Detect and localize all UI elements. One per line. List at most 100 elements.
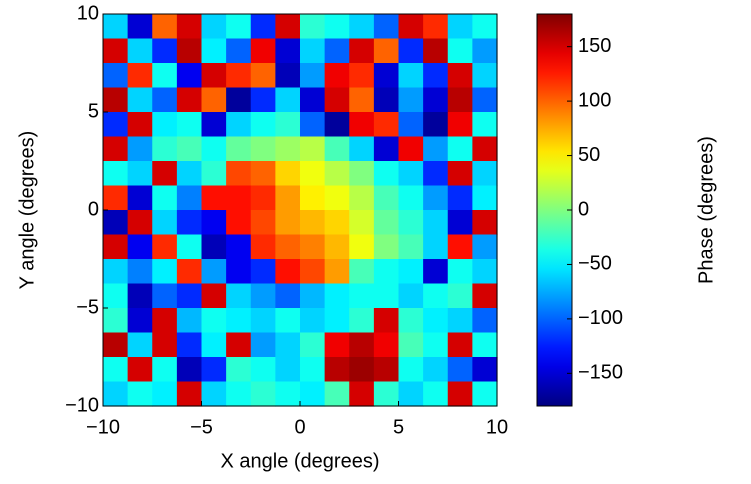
heatmap-cell xyxy=(275,283,301,309)
heatmap-cell xyxy=(275,161,301,187)
heatmap-cell xyxy=(447,234,473,260)
heatmap-cell xyxy=(423,210,449,236)
colorbar-tick-label: −50 xyxy=(578,253,612,275)
colorbar-scale xyxy=(536,13,573,407)
heatmap-cell xyxy=(398,308,424,334)
heatmap-cell xyxy=(398,87,424,113)
heatmap-cell xyxy=(300,87,326,113)
heatmap-cell xyxy=(373,259,400,285)
heatmap-cell xyxy=(201,381,227,407)
heatmap-cell xyxy=(201,14,227,40)
heatmap-cell xyxy=(447,259,473,285)
heatmap-cell xyxy=(472,308,498,334)
y-tick-label: 5 xyxy=(88,100,99,122)
heatmap-cell xyxy=(152,308,178,334)
heatmap-cell xyxy=(349,87,375,113)
heatmap-cell xyxy=(201,234,227,260)
heatmap-cell xyxy=(226,283,252,309)
heatmap-cell xyxy=(152,259,178,285)
heatmap-cell xyxy=(300,357,326,383)
y-tick-label: 10 xyxy=(77,2,99,24)
heatmap-cell xyxy=(349,210,375,236)
heatmap-cell xyxy=(349,14,375,40)
heatmap-cell xyxy=(176,381,203,407)
y-axis-label: Y angle (degrees) xyxy=(16,131,38,290)
heatmap-cell xyxy=(423,259,449,285)
heatmap-cell xyxy=(103,357,129,383)
axes: −10 −5 0 5 10 −10 −5 0 5 10 xyxy=(65,2,508,438)
heatmap-cell xyxy=(398,210,424,236)
heatmap-cell xyxy=(472,63,498,89)
x-tick-label: 10 xyxy=(486,416,508,438)
x-axis-label: X angle (degrees) xyxy=(221,450,380,472)
heatmap-cell xyxy=(201,63,227,89)
heatmap-cell xyxy=(103,283,129,309)
heatmap-cell xyxy=(127,185,153,211)
heatmap-cell xyxy=(250,185,276,211)
heatmap-cell xyxy=(176,185,203,211)
heatmap-cell xyxy=(275,14,301,40)
heatmap-cell xyxy=(152,332,178,358)
heatmap-cell xyxy=(423,185,449,211)
heatmap-cell xyxy=(226,185,252,211)
heatmap-cell xyxy=(250,283,276,309)
heatmap-cell xyxy=(300,332,326,358)
heatmap-cell xyxy=(349,136,375,162)
heatmap-cell xyxy=(349,283,375,309)
heatmap-cell xyxy=(373,136,400,162)
heatmap-cell xyxy=(176,87,203,113)
heatmap-cell xyxy=(250,14,276,40)
heatmap-cell xyxy=(398,283,424,309)
heatmap-cell xyxy=(349,332,375,358)
heatmap-cell xyxy=(275,308,301,334)
heatmap-cell xyxy=(275,210,301,236)
heatmap-cell xyxy=(250,234,276,260)
heatmap-cell xyxy=(127,234,153,260)
heatmap-cell xyxy=(423,283,449,309)
heatmap-cell xyxy=(103,259,129,285)
heatmap-cell xyxy=(373,112,400,138)
heatmap-cell xyxy=(176,136,203,162)
heatmap-cell xyxy=(324,357,350,383)
heatmap-cell xyxy=(423,14,449,40)
heatmap-cell xyxy=(447,136,473,162)
heatmap-cell xyxy=(152,136,178,162)
heatmap-cell xyxy=(250,112,276,138)
heatmap-cell xyxy=(447,381,473,407)
heatmap-cell xyxy=(275,112,301,138)
heatmap-cell xyxy=(324,136,350,162)
heatmap-cell xyxy=(201,283,227,309)
heatmap-cell xyxy=(398,381,424,407)
heatmap-cell xyxy=(300,38,326,64)
heatmap-cell xyxy=(201,185,227,211)
colorbar-label: Phase (degrees) xyxy=(695,136,717,284)
heatmap xyxy=(103,14,498,407)
heatmap-cell xyxy=(176,112,203,138)
heatmap-cell xyxy=(472,234,498,260)
heatmap-cell xyxy=(152,283,178,309)
heatmap-cell xyxy=(398,38,424,64)
heatmap-cell xyxy=(103,14,129,40)
heatmap-cell xyxy=(398,259,424,285)
heatmap-cell xyxy=(324,14,350,40)
heatmap-cell xyxy=(103,87,129,113)
heatmap-cell xyxy=(201,332,227,358)
heatmap-cell xyxy=(398,234,424,260)
heatmap-cell xyxy=(103,63,129,89)
heatmap-cell xyxy=(300,308,326,334)
heatmap-cell xyxy=(349,161,375,187)
heatmap-cell xyxy=(349,63,375,89)
heatmap-cell xyxy=(201,38,227,64)
heatmap-cell xyxy=(127,14,153,40)
x-tick-label: 5 xyxy=(393,416,404,438)
heatmap-cell xyxy=(447,63,473,89)
heatmap-cell xyxy=(472,14,498,40)
heatmap-cell xyxy=(152,357,178,383)
heatmap-cell xyxy=(103,234,129,260)
heatmap-cell xyxy=(103,308,129,334)
heatmap-cell xyxy=(275,185,301,211)
heatmap-cell xyxy=(373,308,400,334)
heatmap-cell xyxy=(398,332,424,358)
heatmap-cell xyxy=(250,259,276,285)
heatmap-cell xyxy=(275,87,301,113)
